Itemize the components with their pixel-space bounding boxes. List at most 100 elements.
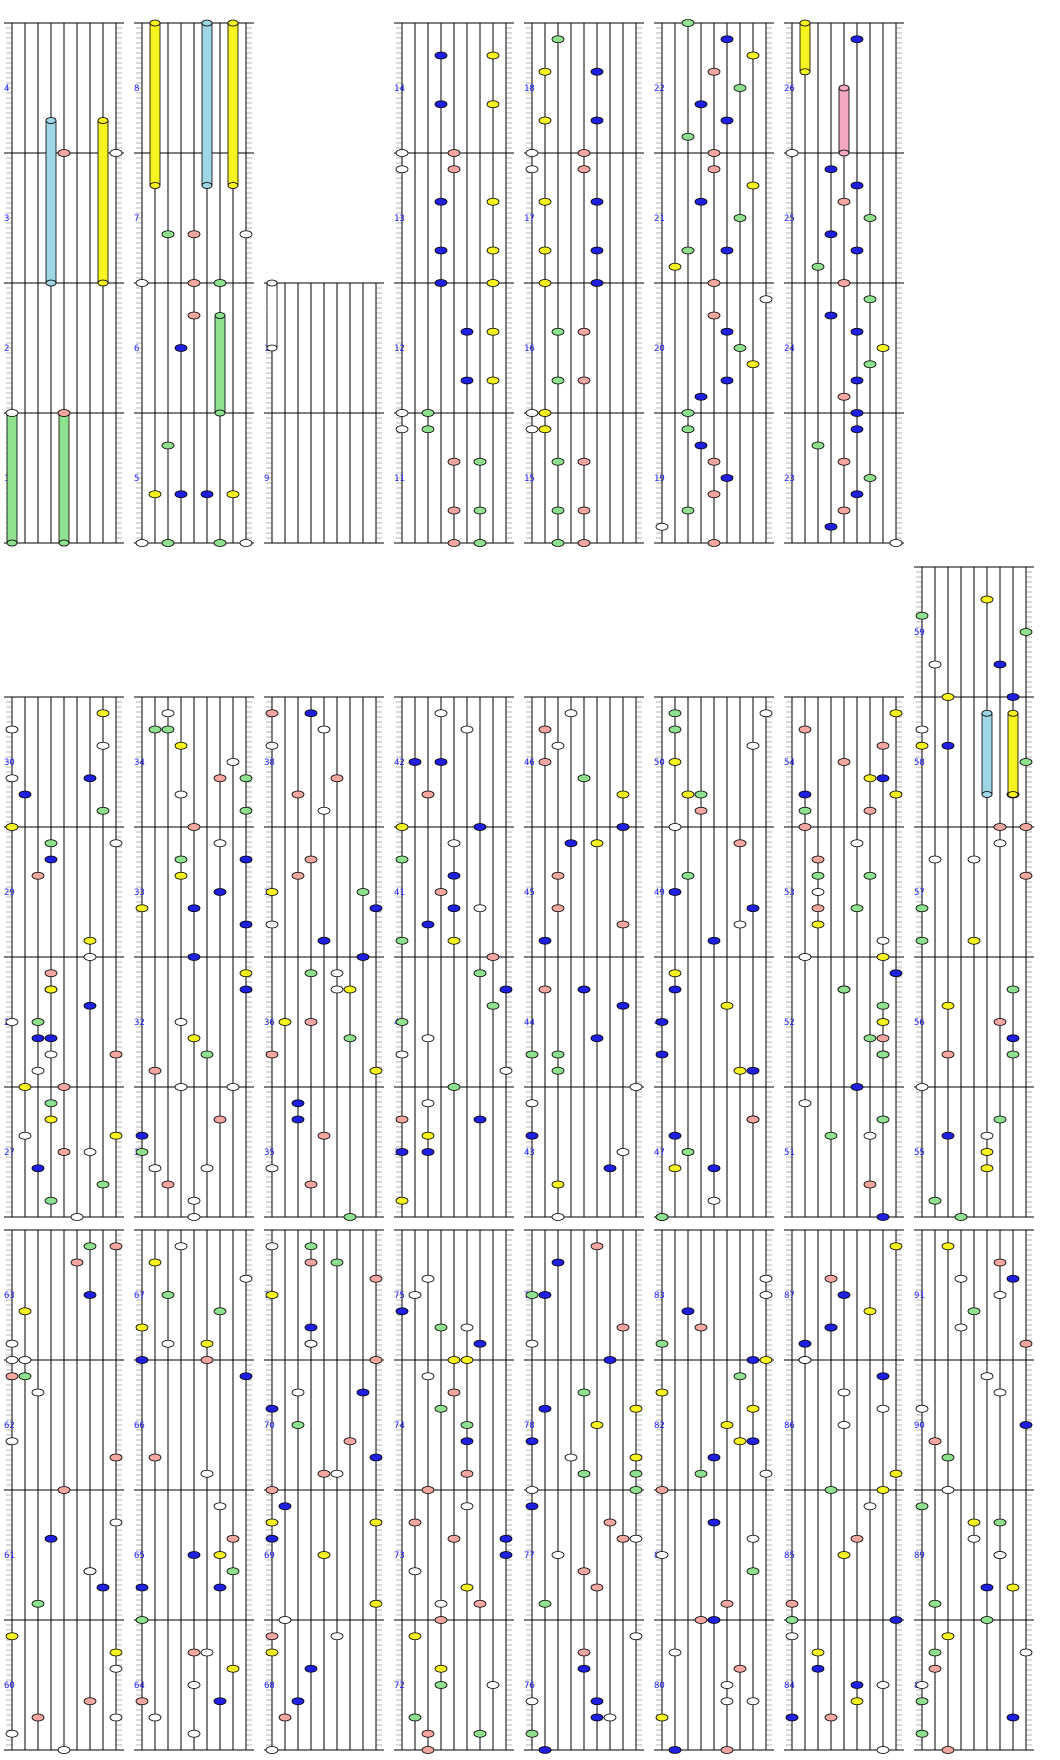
oval-note-icon [304,1180,318,1189]
bar-capsule-cap [201,182,213,189]
oval-note-icon [18,790,32,799]
oval-note-icon [213,1551,227,1559]
oval-note-icon [681,409,695,417]
oval-note-icon [460,1356,474,1364]
oval-note-icon [447,165,461,174]
oval-note-icon [447,839,461,848]
oval-note-icon [590,246,604,255]
bar-capsule-cap [981,709,993,717]
oval-note-icon [486,100,500,109]
bar-number: 59 [914,628,925,638]
oval-note-icon [187,904,201,913]
bar-number: 11 [394,474,405,484]
oval-note-icon [5,1437,19,1446]
oval-note-icon [759,709,773,718]
bar-capsule-cap [149,19,161,27]
oval-note-icon [317,1551,331,1559]
oval-note-icon [109,839,123,848]
oval-note-icon [213,1583,227,1592]
oval-note-icon [850,35,864,44]
oval-note-icon [551,376,565,385]
oval-note-icon [460,327,474,336]
oval-note-icon [5,774,19,783]
oval-note-icon [681,19,695,27]
oval-note-icon [239,806,253,815]
oval-note-icon [135,904,149,913]
oval-note-icon [486,1001,500,1010]
oval-note-icon [44,969,58,978]
oval-note-icon [473,1339,487,1348]
oval-note-icon [408,1518,422,1527]
bar-capsule-cap [45,117,57,124]
oval-note-icon [265,709,279,718]
oval-note-icon [538,758,552,766]
oval-note-icon [837,457,851,466]
oval-note-icon [213,839,227,848]
oval-note-icon [265,1632,279,1641]
oval-note-icon [109,1518,123,1527]
oval-note-icon [746,904,760,913]
bar-number: 2 [4,344,9,354]
oval-note-icon [239,969,253,978]
oval-note-icon [863,1034,877,1043]
oval-note-icon [174,1083,188,1091]
bar-number: 63 [4,1291,15,1301]
oval-note-icon [720,474,734,482]
oval-note-icon [785,149,799,157]
oval-note-icon [668,888,682,896]
oval-note-icon [707,279,721,287]
oval-note-icon [226,1664,240,1673]
oval-note-icon [421,1274,435,1283]
oval-note-icon [421,1746,435,1754]
oval-note-icon [850,409,864,417]
oval-note-icon [317,806,331,815]
bar-capsule-cap [58,539,70,547]
oval-note-icon [317,936,331,945]
oval-note-icon [70,1213,84,1221]
oval-note-icon [31,1034,45,1043]
oval-note-icon [486,1681,500,1689]
oval-note-icon [733,344,747,352]
oval-note-icon [811,888,825,896]
oval-note-icon [44,839,58,848]
oval-note-icon [148,1164,162,1173]
oval-note-icon [369,1356,383,1364]
oval-note-icon [551,506,565,515]
bar-capsule-icon [981,712,993,795]
bar-number: 66 [134,1421,145,1431]
oval-note-icon [486,51,500,60]
oval-note-icon [707,539,721,547]
oval-note-icon [473,1115,487,1124]
oval-note-icon [148,490,162,499]
oval-note-icon [928,660,942,669]
oval-note-icon [837,758,851,766]
oval-note-icon [538,116,552,125]
oval-note-icon [538,425,552,434]
oval-note-icon [850,181,864,190]
oval-note-icon [109,1050,123,1059]
bar-number: 15 [524,474,535,484]
oval-note-icon [200,1469,214,1478]
oval-note-icon [44,1099,58,1108]
oval-note-icon [850,376,864,385]
bar-number: 68 [264,1681,275,1691]
oval-note-icon [707,457,721,466]
oval-note-icon [1019,871,1033,880]
oval-note-icon [863,360,877,369]
oval-note-icon [57,1148,71,1156]
oval-note-icon [434,197,448,206]
oval-note-icon [1006,693,1020,701]
oval-note-icon [330,774,344,783]
oval-note-icon [720,246,734,255]
oval-note-icon [57,1486,71,1494]
oval-note-icon [434,1616,448,1624]
oval-note-icon [538,409,552,417]
oval-note-icon [317,1469,331,1478]
oval-note-icon [811,904,825,913]
oval-note-icon [525,165,539,174]
oval-note-icon [135,539,149,547]
oval-note-icon [447,1356,461,1364]
oval-note-icon [187,1681,201,1689]
oval-note-icon [811,920,825,929]
bar-capsule-icon [838,87,850,154]
